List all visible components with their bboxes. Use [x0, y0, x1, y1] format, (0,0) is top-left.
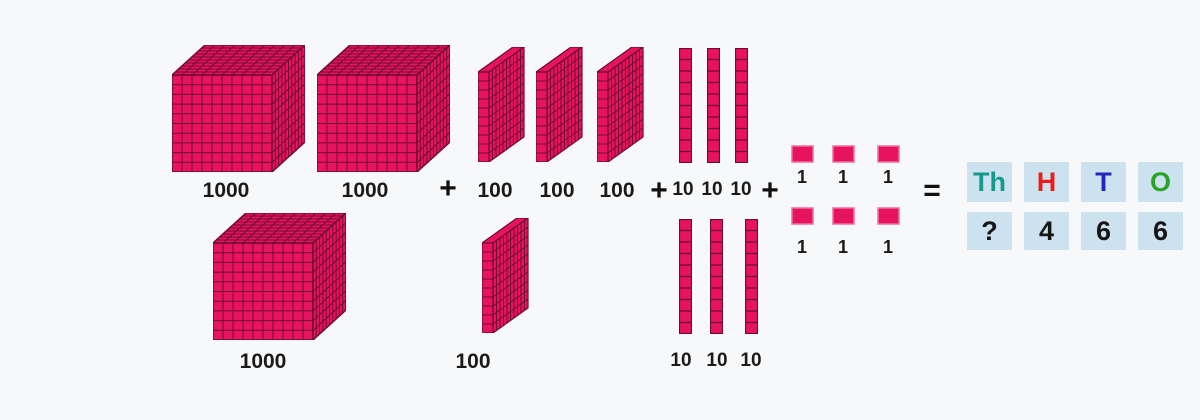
- tens-rod: [734, 47, 749, 164]
- place-value-thousands-cell: ?: [967, 212, 1012, 250]
- ones-unit: [832, 207, 855, 225]
- place-value-header-tens: T: [1081, 162, 1126, 202]
- tens-label: 10: [672, 179, 694, 200]
- ones-unit: [791, 145, 814, 163]
- hundreds-label: 100: [477, 179, 513, 202]
- ones-unit: [832, 145, 855, 163]
- place-value-header-thousands: Th: [967, 162, 1012, 202]
- place-value-header-hundreds: H: [1024, 162, 1069, 202]
- tens-label: 10: [706, 350, 728, 371]
- hundreds-label: 100: [599, 179, 635, 202]
- place-value-header-ones: O: [1138, 162, 1183, 202]
- tens-rod: [678, 47, 693, 164]
- ones-unit: [877, 145, 900, 163]
- plus-operator: +: [439, 172, 457, 205]
- hundreds-flat: [595, 45, 647, 164]
- hundreds-flat: [476, 45, 528, 164]
- hundreds-flat: [480, 216, 532, 335]
- ones-label: 1: [796, 167, 807, 187]
- tens-label: 10: [701, 179, 723, 200]
- thousands-cube: [211, 211, 348, 342]
- equals-operator: =: [923, 174, 941, 207]
- place-value-hundreds-cell: 4: [1024, 212, 1069, 250]
- tens-label: 10: [740, 350, 762, 371]
- ones-unit: [791, 207, 814, 225]
- hundreds-flat: [534, 45, 586, 164]
- thousands-label: 1000: [341, 179, 389, 202]
- ones-label: 1: [837, 237, 848, 257]
- tens-rod: [709, 218, 724, 335]
- thousands-cube: [170, 43, 307, 174]
- ones-label: 1: [837, 167, 848, 187]
- thousands-cube: [315, 43, 452, 174]
- place-value-tens-cell: 6: [1081, 212, 1126, 250]
- tens-label: 10: [670, 350, 692, 371]
- tens-rod: [706, 47, 721, 164]
- plus-operator: +: [650, 174, 668, 207]
- plus-operator: +: [761, 174, 779, 207]
- place-value-ones-cell: 6: [1138, 212, 1183, 250]
- tens-rod: [744, 218, 759, 335]
- ones-label: 1: [796, 237, 807, 257]
- ones-label: 1: [882, 237, 893, 257]
- thousands-label: 1000: [239, 350, 287, 373]
- ones-unit: [877, 207, 900, 225]
- tens-rod: [678, 218, 693, 335]
- ones-label: 1: [882, 167, 893, 187]
- hundreds-label: 100: [455, 350, 491, 373]
- hundreds-label: 100: [539, 179, 575, 202]
- tens-label: 10: [730, 179, 752, 200]
- thousands-label: 1000: [202, 179, 250, 202]
